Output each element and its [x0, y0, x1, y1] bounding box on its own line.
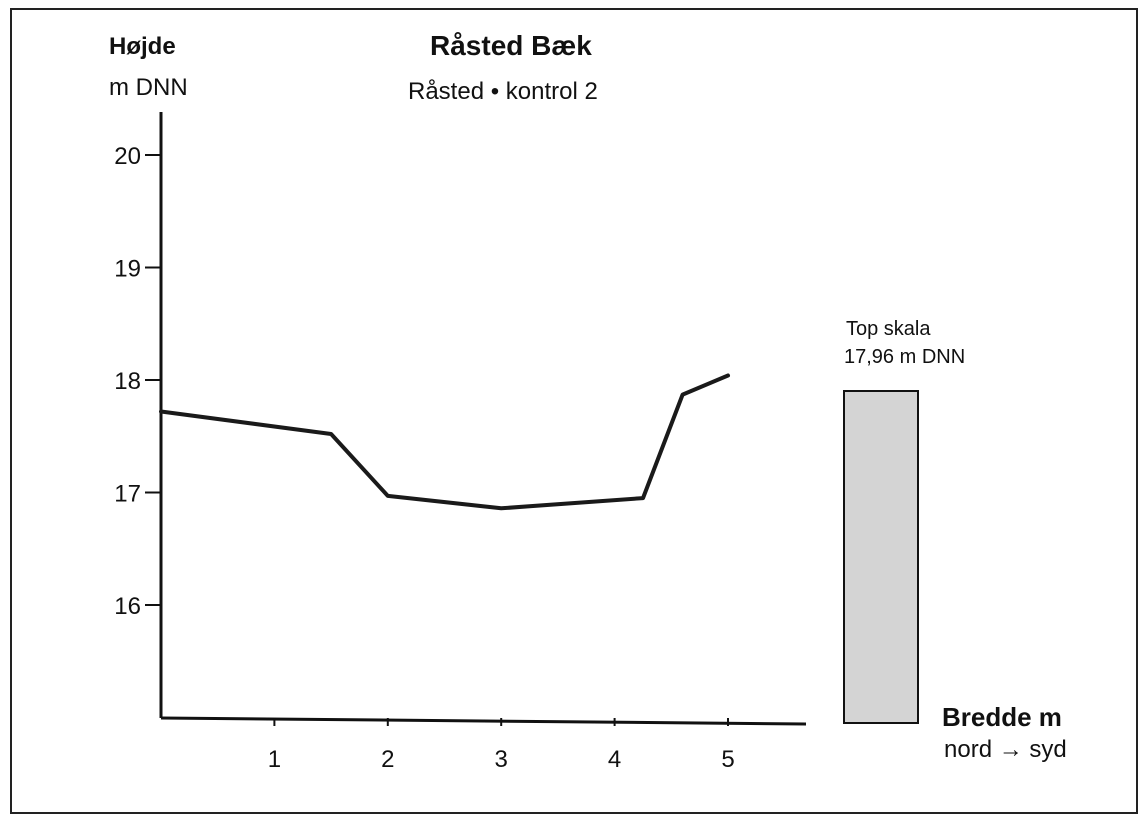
- x-tick-label-3: 3: [495, 746, 508, 773]
- x-tick-label-2: 2: [381, 746, 394, 773]
- gauge-staff: [843, 390, 919, 724]
- y-axis-unit: m DNN: [109, 74, 188, 101]
- y-tick-label-18: 18: [114, 368, 141, 395]
- chart-subtitle: Råsted • kontrol 2: [408, 78, 598, 105]
- y-tick-label-20: 20: [114, 143, 141, 170]
- series-line-1: [159, 373, 730, 511]
- x-axis-direction: nord → syd: [944, 736, 1067, 763]
- y-tick-label-16: 16: [114, 593, 141, 620]
- gauge-label: Top skala: [846, 318, 931, 340]
- chart-title: Råsted Bæk: [430, 30, 592, 61]
- x-axis-line: [160, 716, 807, 726]
- x-tick-label-5: 5: [721, 746, 734, 773]
- y-axis-label: Højde: [109, 33, 176, 60]
- x-tick-label-1: 1: [268, 746, 281, 773]
- figure-frame: [10, 8, 1138, 814]
- y-tick-label-19: 19: [114, 256, 141, 283]
- x-axis-label: Bredde m: [942, 702, 1062, 732]
- gauge-value: 17,96 m DNN: [844, 346, 966, 368]
- y-tick-label-17: 17: [114, 481, 141, 508]
- x-tick-label-4: 4: [608, 746, 621, 773]
